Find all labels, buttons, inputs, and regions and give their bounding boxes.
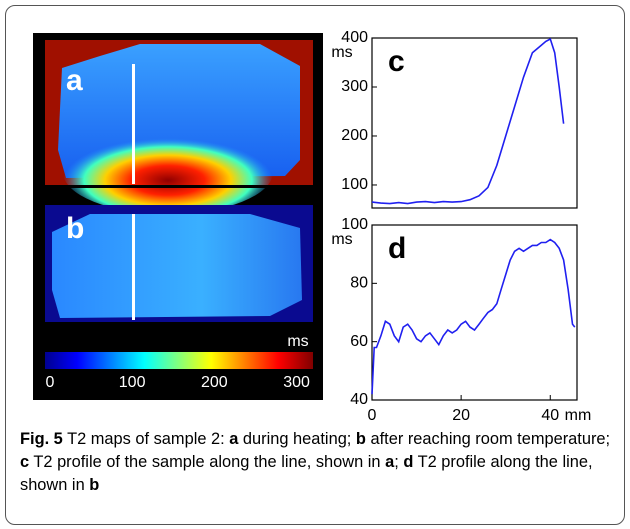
caption-text: d xyxy=(403,453,414,471)
caption-text: a xyxy=(385,453,395,471)
caption-text: ; xyxy=(394,453,404,471)
y-tick-label: 200 xyxy=(341,127,368,144)
y-axis-label: ms xyxy=(331,231,352,248)
colorbar-tick-label: 100 xyxy=(119,374,146,391)
panel-label: d xyxy=(388,232,406,265)
caption-text: after reaching room temperature; xyxy=(365,430,615,448)
plot-frame xyxy=(371,224,578,401)
plot-frame xyxy=(371,37,578,209)
y-tick-label: 100 xyxy=(341,176,368,193)
map-b-sample xyxy=(52,214,302,318)
x-tick-label: 40 xyxy=(541,407,559,424)
caption-text: during heating; xyxy=(238,430,356,448)
caption-text: c xyxy=(20,453,30,471)
y-axis-label: ms xyxy=(331,44,352,61)
profile-line-b xyxy=(132,214,135,320)
profile-line xyxy=(371,238,576,395)
caption-text: T2 profile along the line, shown in xyxy=(20,453,598,494)
profile-line-a xyxy=(132,64,135,184)
caption-text: T2 maps of sample 2: xyxy=(62,430,230,448)
colorbar xyxy=(45,352,313,369)
colorbar-tick-label: 0 xyxy=(45,374,54,391)
map-a-hotspot xyxy=(63,130,273,214)
x-tick-label: 0 xyxy=(368,407,377,424)
colorbar-tick-label: 300 xyxy=(283,374,310,391)
profile-line xyxy=(371,37,565,205)
y-tick-label: 80 xyxy=(350,275,368,292)
caption-text: T2 profile of the sample along the line,… xyxy=(29,453,386,471)
caption-text: a xyxy=(229,430,239,448)
y-tick-label: 40 xyxy=(350,391,368,408)
x-axis-label: mm xyxy=(565,407,592,424)
figure-frame xyxy=(5,5,625,525)
y-tick-label: 100 xyxy=(341,216,368,233)
caption-text: Fig. 5 xyxy=(20,430,63,448)
panel-label: b xyxy=(66,212,84,245)
colorbar-tick-label: 200 xyxy=(201,374,228,391)
caption-text: b xyxy=(355,430,366,448)
y-tick-label: 300 xyxy=(341,78,368,95)
x-tick-label: 20 xyxy=(452,407,470,424)
y-tick-label: 400 xyxy=(341,29,368,46)
caption: Fig. 5 T2 maps of sample 2: a during hea… xyxy=(20,428,612,497)
caption-text: b xyxy=(89,476,100,494)
panel-label: c xyxy=(388,45,405,78)
panel-label: a xyxy=(66,64,83,97)
colorbar-unit: ms xyxy=(287,333,308,350)
map-divider xyxy=(45,185,313,188)
y-tick-label: 60 xyxy=(350,333,368,350)
